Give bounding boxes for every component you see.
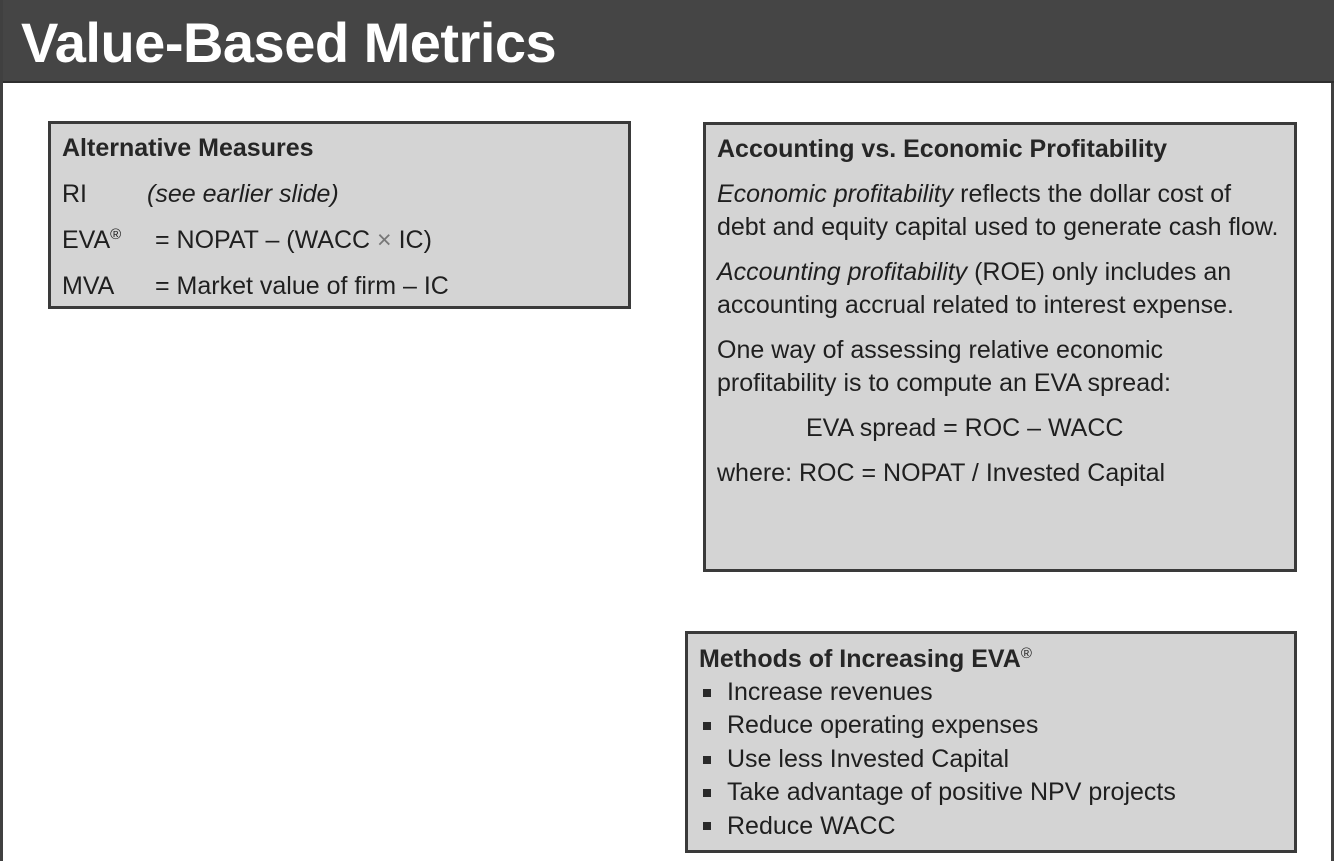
eva-spread-formula: EVA spread = ROC – WACC xyxy=(806,414,1124,442)
methods-list: Increase revenues Reduce operating expen… xyxy=(699,676,1294,843)
square-bullet-icon xyxy=(703,688,711,697)
square-bullet-icon xyxy=(703,788,711,797)
measure-term: MVA xyxy=(62,270,155,302)
square-bullet-icon xyxy=(703,755,711,764)
methods-heading: Methods of Increasing EVA® xyxy=(699,642,1294,676)
measure-row-ri: RI (see earlier slide) xyxy=(62,178,628,210)
square-bullet-icon xyxy=(703,722,711,731)
measure-row-mva: MVA = Market value of firm – IC xyxy=(62,270,628,302)
measure-definition: = Market value of firm – IC xyxy=(155,272,449,300)
times-sign: × xyxy=(377,226,392,254)
accounting-profitability-paragraph: Accounting profitability (ROE) only incl… xyxy=(717,256,1284,322)
registered-mark: ® xyxy=(110,226,122,243)
accounting-profitability-term: Accounting profitability xyxy=(717,258,968,286)
list-item-text: Use less Invested Capital xyxy=(727,744,1010,773)
measure-definition: = NOPAT – (WACC × IC) xyxy=(155,224,432,256)
measure-definition: (see earlier slide) xyxy=(147,180,339,208)
economic-profitability-text: reflects the dollar cost of debt and equ… xyxy=(717,180,1279,241)
list-item-text: Reduce operating expenses xyxy=(727,711,1039,740)
square-bullet-icon xyxy=(703,822,711,831)
measure-term-text: RI xyxy=(62,180,87,208)
list-item: Use less Invested Capital xyxy=(699,743,1294,776)
definition-suffix: IC) xyxy=(391,226,432,254)
measure-row-eva: EVA® = NOPAT – (WACC × IC) xyxy=(62,224,628,256)
list-item: Reduce WACC xyxy=(699,810,1294,843)
methods-heading-text: Methods of Increasing EVA xyxy=(699,645,1021,673)
economic-profitability-paragraph: Economic profitability reflects the doll… xyxy=(717,178,1284,244)
roc-definition: where: ROC = NOPAT / Invested Capital xyxy=(717,459,1166,487)
economic-profitability-term: Economic profitability xyxy=(717,180,954,208)
alternative-measures-box: Alternative Measures RI (see earlier sli… xyxy=(48,121,631,309)
list-item-text: Reduce WACC xyxy=(727,811,896,840)
measure-term-text: MVA xyxy=(62,272,115,300)
list-item: Reduce operating expenses xyxy=(699,709,1294,742)
list-item: Increase revenues xyxy=(699,676,1294,709)
accounting-profitability-text: (ROE) only includes an accounting accrua… xyxy=(717,258,1234,319)
methods-of-increasing-eva-box: Methods of Increasing EVA® Increase reve… xyxy=(685,631,1297,853)
accounting-vs-economic-heading: Accounting vs. Economic Profitability xyxy=(717,135,1168,163)
eva-spread-intro: One way of assessing relative economic p… xyxy=(717,336,1171,397)
title-bar: Value-Based Metrics xyxy=(3,0,1334,83)
definition-prefix: = NOPAT – (WACC xyxy=(155,226,378,254)
measure-term-text: EVA xyxy=(62,226,111,254)
list-item-text: Take advantage of positive NPV projects xyxy=(727,778,1176,807)
registered-mark: ® xyxy=(1020,645,1032,662)
slide-title: Value-Based Metrics xyxy=(21,11,557,74)
alternative-measures-heading: Alternative Measures xyxy=(62,134,314,162)
accounting-vs-economic-box: Accounting vs. Economic Profitability Ec… xyxy=(703,122,1297,572)
measure-term: EVA® xyxy=(62,224,155,256)
list-item-text: Increase revenues xyxy=(727,678,933,706)
measure-term: RI xyxy=(62,178,155,210)
list-item: Take advantage of positive NPV projects xyxy=(699,776,1294,809)
